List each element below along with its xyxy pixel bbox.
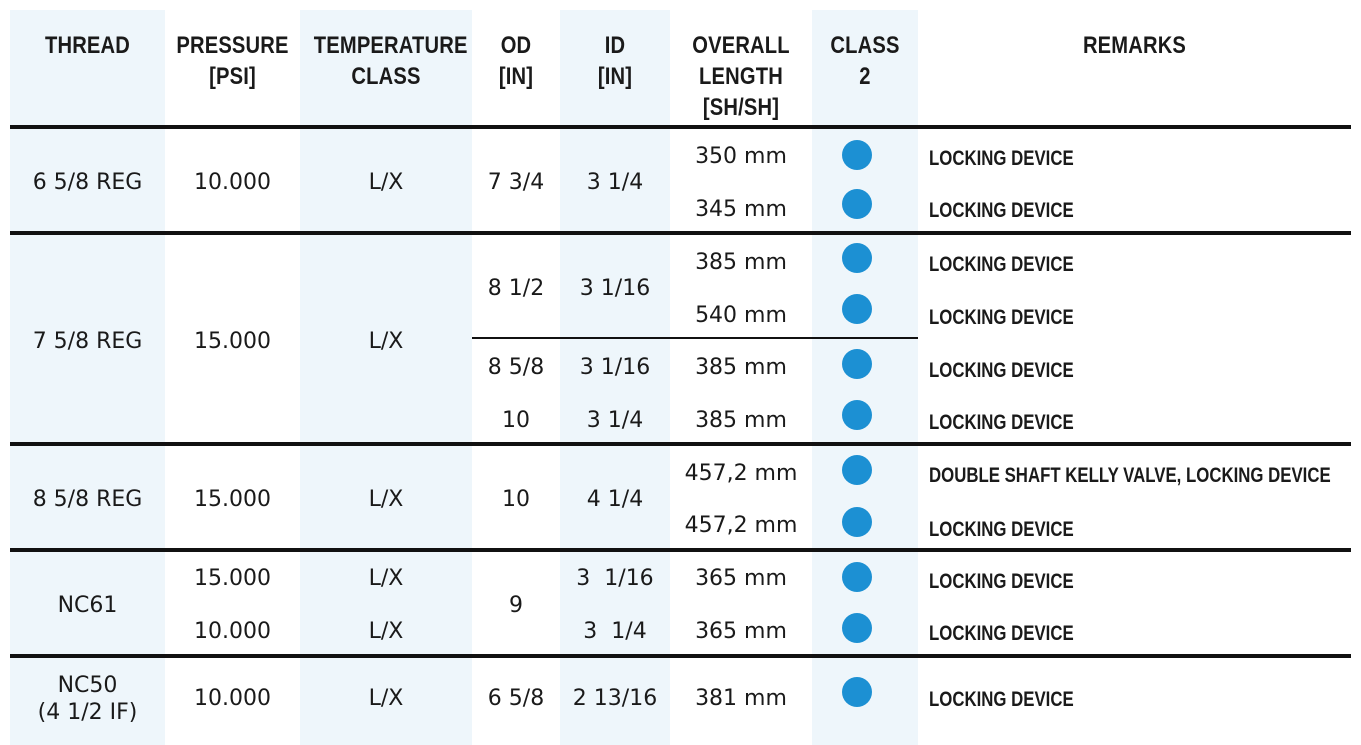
class2-dot-icon bbox=[842, 455, 872, 485]
shaded-column-thread bbox=[10, 10, 165, 745]
class2-dot-icon bbox=[842, 613, 872, 643]
shaded-column-temperature bbox=[300, 10, 472, 745]
length-cell: 540 mm bbox=[695, 303, 787, 328]
length-cell: 381 mm bbox=[695, 686, 787, 711]
id-cell: 4 1/4 bbox=[586, 487, 644, 512]
header-id: ID [IN] bbox=[597, 32, 633, 90]
pressure-cell: 10.000 bbox=[194, 686, 271, 711]
group-rule bbox=[10, 654, 1351, 658]
remark-cell: LOCKING DEVICE bbox=[929, 622, 1074, 645]
thread-cell: 7 5/8 REG bbox=[32, 329, 143, 354]
header-pressure: PRESSURE [PSI] bbox=[176, 32, 289, 90]
temperature-cell: L/X bbox=[368, 566, 404, 591]
od-cell: 8 5/8 bbox=[487, 355, 545, 380]
id-cell: 3 1/4 bbox=[583, 619, 647, 644]
class2-dot-icon bbox=[842, 677, 872, 707]
thread-cell: 8 5/8 REG bbox=[32, 487, 143, 512]
class2-dot-icon bbox=[842, 294, 872, 324]
shaded-column-id bbox=[560, 10, 670, 745]
header-rule bbox=[10, 125, 1351, 129]
id-cell: 2 13/16 bbox=[572, 686, 658, 711]
id-cell: 3 1/4 bbox=[586, 170, 644, 195]
od-cell: 9 bbox=[509, 593, 523, 618]
length-cell: 365 mm bbox=[695, 566, 787, 591]
class2-dot-icon bbox=[842, 189, 872, 219]
remark-cell: LOCKING DEVICE bbox=[929, 147, 1074, 170]
header-thread: THREAD bbox=[44, 32, 130, 59]
class2-dot-icon bbox=[842, 562, 872, 592]
class2-dot-icon bbox=[842, 140, 872, 170]
length-cell: 350 mm bbox=[695, 144, 787, 169]
pressure-cell: 15.000 bbox=[194, 566, 271, 591]
header-overall-length: OVERALL LENGTH [SH/SH] bbox=[692, 32, 790, 121]
header-od: OD [IN] bbox=[498, 32, 534, 90]
header-class2: CLASS 2 bbox=[830, 32, 900, 90]
od-cell: 7 3/4 bbox=[487, 170, 545, 195]
temperature-cell: L/X bbox=[368, 329, 404, 354]
length-cell: 385 mm bbox=[695, 408, 787, 433]
length-cell: 457,2 mm bbox=[684, 513, 798, 538]
remark-cell: LOCKING DEVICE bbox=[929, 411, 1074, 434]
remark-cell: LOCKING DEVICE bbox=[929, 199, 1074, 222]
od-cell: 10 bbox=[502, 408, 530, 433]
temperature-cell: L/X bbox=[368, 619, 404, 644]
pressure-cell: 10.000 bbox=[194, 619, 271, 644]
header-remarks: REMARKS bbox=[1082, 32, 1187, 59]
remark-cell: LOCKING DEVICE bbox=[929, 253, 1074, 276]
id-cell: 3 1/4 bbox=[586, 408, 644, 433]
subgroup-rule bbox=[472, 337, 918, 339]
od-cell: 10 bbox=[502, 487, 530, 512]
thread-cell: NC50 (4 1/2 IF) bbox=[37, 673, 138, 725]
group-rule bbox=[10, 442, 1351, 446]
group-rule bbox=[10, 231, 1351, 235]
temperature-cell: L/X bbox=[368, 686, 404, 711]
class2-dot-icon bbox=[842, 400, 872, 430]
remark-cell: LOCKING DEVICE bbox=[929, 359, 1074, 382]
id-cell: 3 1/16 bbox=[576, 566, 654, 591]
temperature-cell: L/X bbox=[368, 487, 404, 512]
pressure-cell: 15.000 bbox=[194, 329, 271, 354]
pressure-cell: 10.000 bbox=[194, 170, 271, 195]
length-cell: 345 mm bbox=[695, 197, 787, 222]
length-cell: 365 mm bbox=[695, 619, 787, 644]
group-rule bbox=[10, 548, 1351, 552]
length-cell: 385 mm bbox=[695, 355, 787, 380]
remark-cell: LOCKING DEVICE bbox=[929, 518, 1074, 541]
remark-cell: LOCKING DEVICE bbox=[929, 688, 1074, 711]
id-cell: 3 1/16 bbox=[579, 355, 651, 380]
od-cell: 6 5/8 bbox=[487, 686, 545, 711]
id-cell: 3 1/16 bbox=[579, 276, 651, 301]
header-temperature: TEMPERATURE CLASS bbox=[313, 32, 468, 90]
class2-dot-icon bbox=[842, 243, 872, 273]
length-cell: 385 mm bbox=[695, 250, 787, 275]
od-cell: 8 1/2 bbox=[487, 276, 545, 301]
remark-cell: LOCKING DEVICE bbox=[929, 306, 1074, 329]
remark-cell: DOUBLE SHAFT KELLY VALVE, LOCKING DEVICE bbox=[929, 464, 1331, 487]
temperature-cell: L/X bbox=[368, 170, 404, 195]
remark-cell: LOCKING DEVICE bbox=[929, 570, 1074, 593]
thread-cell: 6 5/8 REG bbox=[32, 170, 143, 195]
class2-dot-icon bbox=[842, 349, 872, 379]
pressure-cell: 15.000 bbox=[194, 487, 271, 512]
class2-dot-icon bbox=[842, 507, 872, 537]
length-cell: 457,2 mm bbox=[684, 461, 798, 486]
thread-cell: NC61 bbox=[57, 593, 118, 618]
